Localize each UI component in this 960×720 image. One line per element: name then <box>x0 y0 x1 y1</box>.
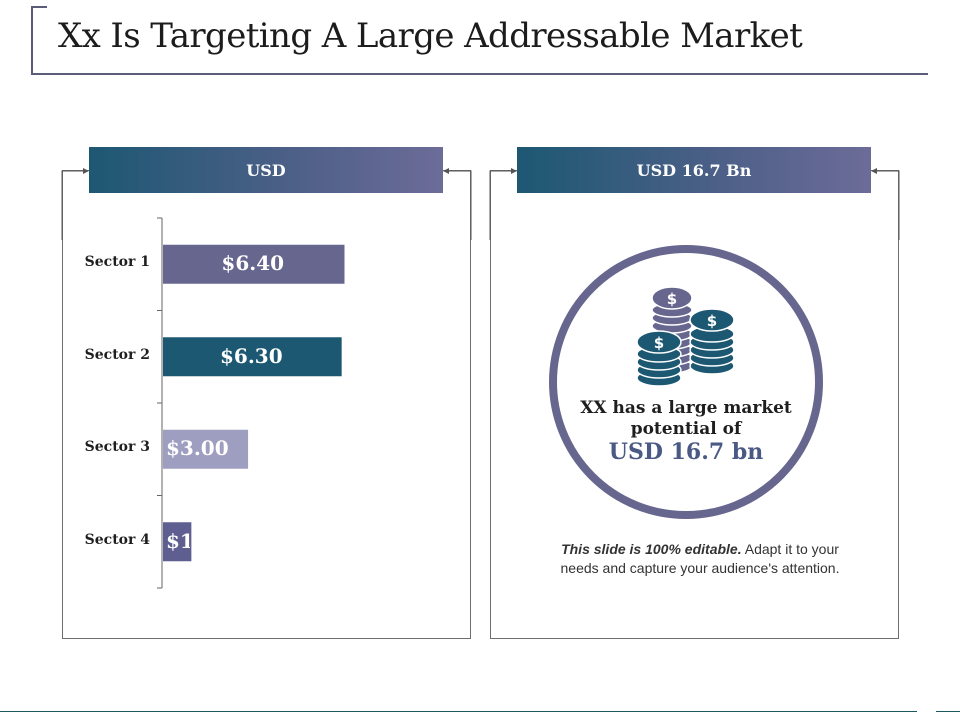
footer-line <box>0 711 917 712</box>
ring-text-line2: potential of <box>630 419 742 439</box>
note-text: Adapt it to your needs and capture your … <box>560 541 840 576</box>
title-frame <box>31 6 928 75</box>
editable-note: This slide is 100% editable. Adapt it to… <box>560 540 840 578</box>
market-ring <box>549 245 823 519</box>
bar-sector-4 <box>163 522 192 562</box>
right-arrow-out <box>874 170 900 240</box>
market-value: USD 16.7 bn <box>608 439 764 465</box>
note-bold: This slide is 100% editable. <box>561 541 742 557</box>
bar-sector-3 <box>163 429 249 469</box>
data-label: $3.00 <box>166 436 229 461</box>
bar-chart <box>157 217 345 589</box>
ring-text-line1: XX has a large market <box>580 398 792 418</box>
data-label: $1 <box>166 528 191 553</box>
right-panel-header: USD 16.7 Bn <box>517 147 871 193</box>
page-title: Xx Is Targeting A Large Addressable Mark… <box>58 16 803 56</box>
left-panel-header: USD <box>89 147 443 193</box>
data-label: $6.30 <box>220 343 283 368</box>
svg-text:$: $ <box>654 334 664 352</box>
svg-text:$: $ <box>707 312 717 330</box>
left-arrow-in <box>61 170 86 240</box>
left-arrow-out <box>446 170 472 240</box>
category-label: Sector 2 <box>84 346 150 363</box>
data-label: $6.40 <box>221 251 285 276</box>
svg-text:$: $ <box>667 290 677 308</box>
right-arrow-in <box>489 170 514 240</box>
footer-line-short <box>936 711 960 712</box>
category-label: Sector 3 <box>84 439 150 456</box>
bar-sector-2 <box>163 337 342 377</box>
category-label: Sector 4 <box>84 531 150 548</box>
bar-sector-1 <box>163 244 345 284</box>
market-potential-text: XX has a large market potential of USD 1… <box>549 398 823 463</box>
category-label: Sector 1 <box>84 254 150 271</box>
